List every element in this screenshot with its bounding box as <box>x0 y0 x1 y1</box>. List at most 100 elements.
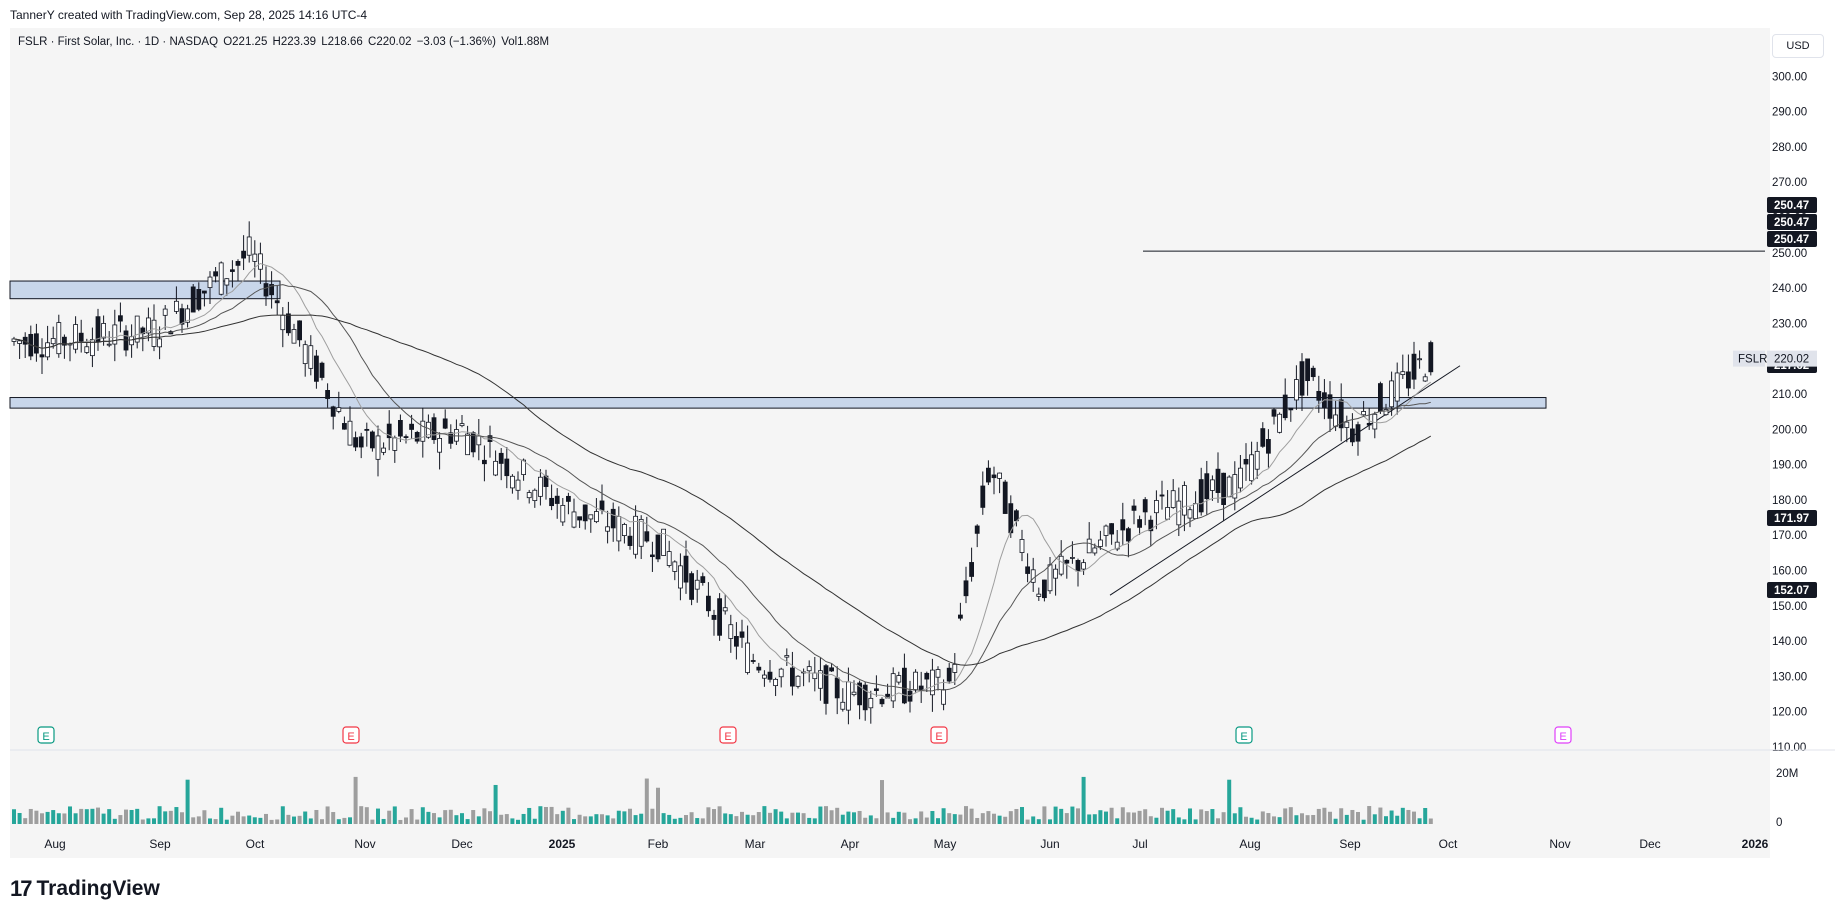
candle-body <box>392 437 398 451</box>
candle-body <box>1260 428 1266 447</box>
candle-body <box>1109 523 1114 535</box>
volume-bar <box>516 819 520 824</box>
candle-body <box>50 338 56 345</box>
candle-body <box>750 660 756 662</box>
candle-body <box>476 435 482 446</box>
x-tick-label: Aug <box>1239 837 1260 851</box>
candle-body <box>453 429 459 442</box>
volume-bar <box>1171 809 1176 824</box>
volume-bar <box>723 813 728 824</box>
volume-bar <box>1176 817 1181 824</box>
volume-bar <box>219 807 224 824</box>
y-tick-label: 180.00 <box>1772 495 1807 507</box>
x-tick-label: May <box>934 837 957 851</box>
volume-bar <box>1154 817 1159 824</box>
volume-bar <box>448 809 453 824</box>
volume-bar <box>1238 807 1243 824</box>
candle-body <box>313 355 319 382</box>
volume-bar <box>566 807 571 824</box>
volume-axis-label: 20M <box>1776 768 1798 780</box>
volume-bar <box>1053 806 1058 824</box>
candle-body <box>515 479 521 491</box>
volume-bar <box>947 813 952 824</box>
volume-bar <box>1266 813 1271 824</box>
candle-body <box>162 308 168 316</box>
volume-bar <box>107 809 112 824</box>
candle-body <box>1366 422 1372 426</box>
candle-body <box>274 300 280 304</box>
volume-bar <box>807 817 812 824</box>
candle-body <box>252 253 258 262</box>
earnings-marker-box <box>719 726 737 744</box>
candle-body <box>481 459 487 465</box>
volume-bar <box>336 819 341 824</box>
y-tick-label: 110.00 <box>1772 742 1806 754</box>
volume-bar <box>482 808 487 824</box>
moving-average-line <box>13 314 1432 666</box>
chart-panel[interactable] <box>10 28 1770 858</box>
candle-body <box>420 420 426 442</box>
volume-bar <box>1092 814 1097 824</box>
candle-body <box>1400 371 1406 376</box>
candle-body <box>963 580 969 597</box>
y-tick-label: 140.00 <box>1772 636 1807 648</box>
earnings-marker-box <box>930 726 948 744</box>
volume-bar <box>1316 808 1321 824</box>
candle-body <box>246 236 252 256</box>
candle-body <box>1092 547 1098 554</box>
candle-body <box>728 624 734 639</box>
volume-bar <box>1059 808 1064 824</box>
volume-bar <box>348 817 352 824</box>
candle-body <box>1294 379 1299 401</box>
volume-bar <box>1328 811 1332 824</box>
candle-body <box>672 561 678 572</box>
candle-body <box>134 315 140 343</box>
volume-bar <box>712 809 716 824</box>
candle-body <box>409 423 415 430</box>
candle-body <box>1187 509 1193 519</box>
volume-bar <box>1356 811 1360 824</box>
volume-bar <box>1048 819 1052 824</box>
candle-body <box>857 682 862 706</box>
candle-body <box>1131 505 1137 511</box>
candle-body <box>599 500 605 511</box>
earnings-marker-box <box>37 726 55 744</box>
volume-bar <box>129 809 134 824</box>
candle-body <box>560 505 566 523</box>
volume-bar <box>1412 811 1416 824</box>
candle-body <box>851 691 857 696</box>
earnings-marker-label: E <box>1559 731 1566 743</box>
last-price-tag: FSLR 220.02 <box>1733 350 1817 367</box>
volume-bar <box>152 818 156 824</box>
volume-bar <box>986 811 991 824</box>
volume-bar <box>499 814 504 824</box>
candle-body <box>353 437 359 448</box>
volume-bar <box>689 812 694 824</box>
volume-bar <box>661 813 666 824</box>
volume-bar <box>241 816 246 824</box>
x-tick-label: Dec <box>451 837 472 851</box>
candle-body <box>375 435 381 460</box>
candle-body <box>1008 503 1014 534</box>
volume-bar <box>314 809 319 824</box>
candle-body <box>1249 454 1254 482</box>
candle-body <box>34 333 39 354</box>
candle-body <box>285 313 291 334</box>
currency-button[interactable]: USD <box>1772 34 1824 58</box>
volume-bar <box>168 810 173 824</box>
price-axis-label: 250.47 <box>1767 197 1817 213</box>
candle-body <box>403 436 409 438</box>
volume-bar <box>840 814 845 824</box>
candle-body <box>784 655 790 658</box>
volume-bar <box>1339 808 1344 824</box>
volume-bar <box>605 815 610 824</box>
volume-bar <box>208 818 212 824</box>
volume-bar <box>706 807 711 824</box>
candle-body <box>157 338 163 348</box>
volume-bar <box>544 806 548 824</box>
volume-bar <box>1188 808 1192 824</box>
candle-body <box>90 339 95 357</box>
volume-bar <box>740 811 744 824</box>
volume-bar <box>1115 818 1120 824</box>
